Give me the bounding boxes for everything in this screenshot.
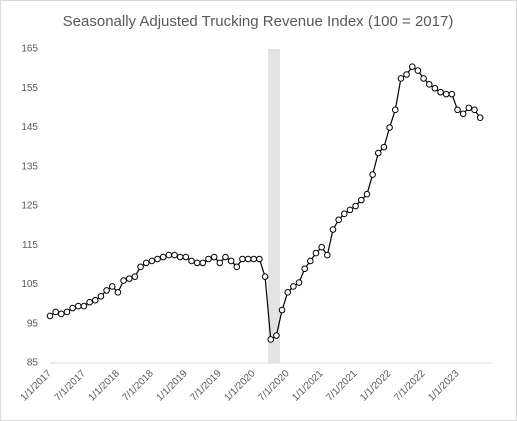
data-point [58,310,65,318]
data-point [312,249,320,257]
data-point [346,206,354,214]
data-point [448,90,456,98]
data-point [216,259,224,267]
data-point [284,289,292,296]
data-point [267,336,275,343]
data-point [205,255,212,263]
y-tick-label: 135 [21,161,38,172]
data-point [131,273,139,280]
y-tick-label: 85 [27,358,39,369]
data-point [97,292,105,300]
data-point [335,216,342,224]
data-point [261,273,269,280]
data-point [278,306,286,314]
data-point [454,106,461,114]
data-point [108,283,116,290]
data-point [403,71,410,78]
data-point [301,265,309,273]
data-point [256,255,263,263]
data-point [199,259,207,267]
data-point [46,312,54,320]
data-point [148,257,156,265]
data-point [358,196,365,204]
y-tick-label: 105 [21,279,38,290]
data-point [374,149,382,157]
data-point [318,243,325,251]
data-point [63,308,71,316]
data-point [188,257,195,265]
data-point [380,143,388,151]
data-point [103,287,110,294]
data-point [250,255,258,263]
data-point [459,110,467,118]
data-point [476,114,484,121]
data-point [114,289,122,296]
data-point [431,84,439,92]
data-point [290,283,297,290]
chart-title: Seasonally Adjusted Trucking Revenue Ind… [63,13,454,30]
data-point [408,63,416,70]
data-point [193,259,201,267]
data-point [120,277,127,284]
data-point [125,275,133,282]
y-tick-label: 155 [21,83,38,94]
y-tick-label: 115 [22,240,38,251]
data-point [391,106,399,114]
y-tick-label: 145 [21,122,38,133]
shaded-band [268,49,280,363]
data-point [329,226,337,233]
data-point [80,302,88,310]
data-point [324,251,331,259]
data-point [244,255,252,263]
data-point [142,259,150,267]
data-point [91,296,99,304]
data-point [182,253,190,261]
data-point [341,210,348,218]
y-tick-label: 125 [21,201,38,212]
data-point [273,332,280,339]
data-point [420,75,427,82]
data-point [69,304,76,312]
data-point [471,106,478,114]
data-point [363,190,371,198]
data-point [437,88,444,96]
data-point [154,255,161,263]
data-point [386,124,393,131]
data-point [171,251,178,259]
y-tick-label: 165 [21,44,38,55]
y-tick-label: 95 [27,318,39,329]
data-point [352,202,359,210]
data-point [176,253,184,261]
data-point [414,67,422,74]
data-point [397,75,405,82]
data-point [233,263,241,271]
data-point [52,308,59,316]
data-point [307,257,314,265]
data-point [159,253,167,261]
data-point [137,263,144,271]
data-point [210,253,218,261]
data-point [222,253,229,261]
data-point [86,298,93,306]
data-point [442,90,450,98]
data-point [75,302,82,310]
data-point [425,81,433,88]
data-point [165,251,173,259]
data-point [295,279,303,286]
data-point [465,104,473,112]
data-point [369,171,376,178]
data-point [227,257,235,265]
data-point [239,255,246,263]
